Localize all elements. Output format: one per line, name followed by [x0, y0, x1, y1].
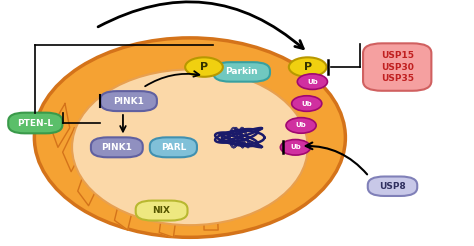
FancyBboxPatch shape — [91, 137, 143, 157]
Text: P: P — [200, 62, 208, 72]
Text: PARL: PARL — [161, 143, 186, 152]
Ellipse shape — [72, 69, 308, 225]
Text: Ub: Ub — [307, 79, 318, 85]
Circle shape — [297, 74, 328, 90]
FancyBboxPatch shape — [150, 137, 197, 157]
FancyBboxPatch shape — [368, 177, 417, 196]
Polygon shape — [78, 167, 98, 206]
Polygon shape — [115, 201, 132, 230]
Polygon shape — [159, 215, 176, 237]
Polygon shape — [284, 118, 302, 152]
Circle shape — [286, 118, 316, 133]
FancyBboxPatch shape — [363, 43, 431, 91]
Text: USP15
USP30
USP35: USP15 USP30 USP35 — [381, 51, 414, 83]
Text: USP8: USP8 — [379, 182, 406, 191]
FancyBboxPatch shape — [136, 200, 188, 220]
FancyBboxPatch shape — [213, 62, 270, 82]
Polygon shape — [63, 128, 82, 172]
Text: PINK1: PINK1 — [113, 97, 144, 106]
FancyBboxPatch shape — [100, 91, 157, 111]
Polygon shape — [204, 211, 218, 230]
Text: PTEN-L: PTEN-L — [17, 119, 54, 127]
Polygon shape — [242, 191, 258, 215]
Text: P: P — [304, 62, 312, 72]
Polygon shape — [270, 157, 288, 191]
Circle shape — [289, 57, 327, 77]
FancyBboxPatch shape — [8, 113, 63, 133]
Text: Ub: Ub — [290, 144, 301, 150]
Text: PINK1: PINK1 — [101, 143, 132, 152]
Text: Ub: Ub — [296, 123, 307, 128]
Circle shape — [185, 57, 223, 77]
Text: Ub: Ub — [301, 101, 312, 107]
Text: Parkin: Parkin — [226, 67, 258, 77]
Text: NIX: NIX — [153, 206, 171, 215]
Circle shape — [292, 96, 322, 111]
Circle shape — [280, 139, 310, 155]
Ellipse shape — [35, 38, 346, 237]
Polygon shape — [51, 104, 70, 147]
